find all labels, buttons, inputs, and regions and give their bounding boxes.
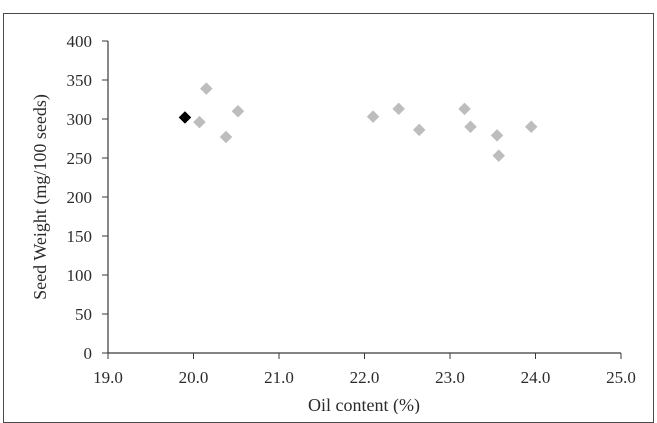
- data-point: [193, 115, 206, 129]
- scatter-chart: 0 50 100 150 200 250 300 350 400 19.0 20.0 21.0 22.…: [30, 32, 636, 414]
- x-axis-label: Oil content (%): [308, 395, 420, 414]
- data-point: [412, 123, 426, 137]
- data-point: [464, 120, 477, 134]
- y-tick-label: 50: [75, 305, 92, 324]
- data-points: [178, 82, 538, 163]
- axes: [102, 40, 622, 359]
- data-point: [490, 129, 504, 142]
- data-point: [392, 102, 406, 116]
- x-tick-label: 24.0: [521, 368, 551, 387]
- data-point: [492, 149, 506, 163]
- y-tick-label: 100: [67, 266, 93, 285]
- x-tick-label: 20.0: [179, 368, 209, 387]
- y-tick-label: 400: [67, 32, 93, 51]
- x-tick-label: 25.0: [606, 368, 636, 387]
- data-point: [199, 82, 213, 95]
- y-tick-labels: 0 50 100 150 200 250 300 350 400: [67, 32, 93, 363]
- data-point: [366, 110, 380, 124]
- y-tick-label: 0: [84, 344, 93, 363]
- y-tick-label: 250: [67, 149, 93, 168]
- data-point: [231, 104, 245, 118]
- data-point: [178, 111, 192, 124]
- x-tick-label: 22.0: [350, 368, 380, 387]
- x-tick-labels: 19.0 20.0 21.0 22.0 23.0 24.0 25.0: [93, 368, 636, 387]
- y-tick-label: 200: [67, 188, 93, 207]
- y-tick-label: 150: [67, 227, 93, 246]
- data-point: [458, 102, 471, 116]
- data-point: [524, 120, 538, 134]
- x-tick-label: 23.0: [435, 368, 465, 387]
- y-tick-label: 300: [67, 110, 93, 129]
- y-axis-label: Seed Weight (mg/100 seeds): [30, 94, 51, 300]
- x-tick-label: 19.0: [93, 368, 123, 387]
- chart-frame: [3, 13, 654, 423]
- y-tick-label: 350: [67, 71, 93, 90]
- data-point: [219, 130, 233, 144]
- x-tick-label: 21.0: [264, 368, 294, 387]
